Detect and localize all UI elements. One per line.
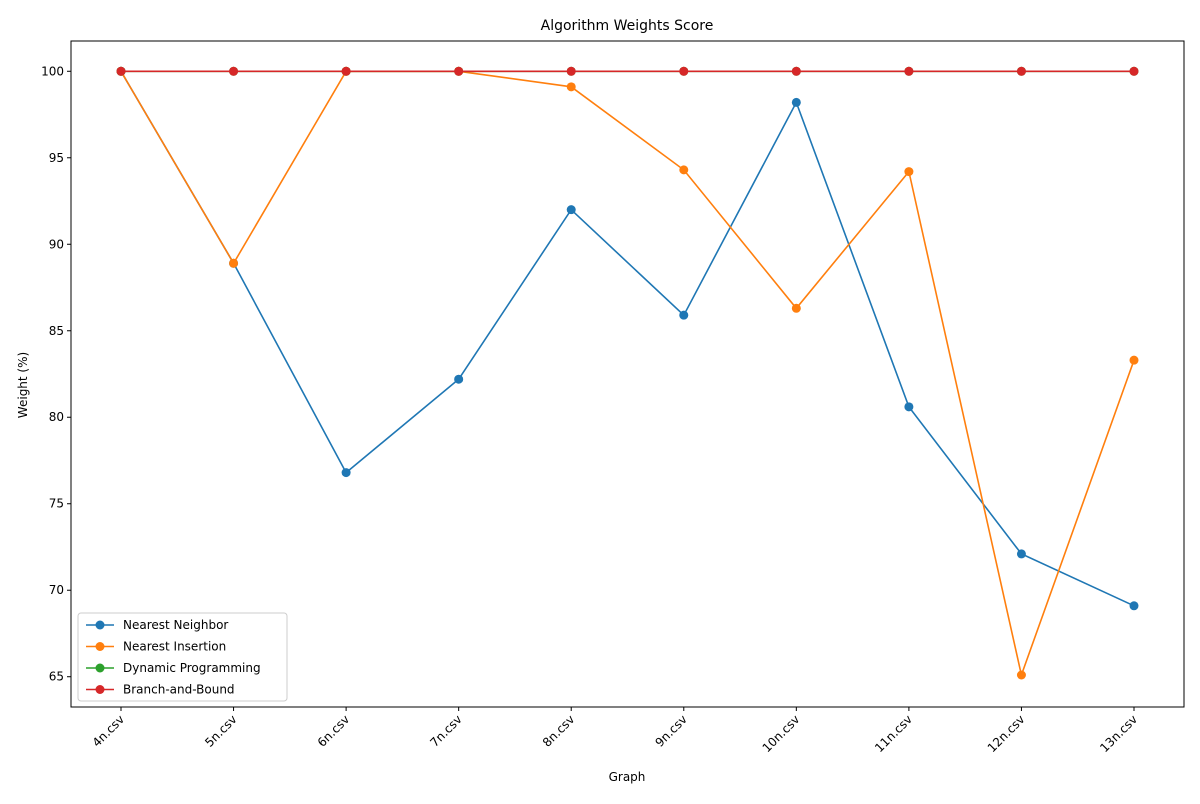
legend-label: Branch-and-Bound [123,683,235,697]
legend-box [77,612,288,702]
x-tick-label: 13n.csv [1097,712,1140,755]
plot-frame [70,40,1185,708]
y-tick-label: 80 [49,410,64,424]
data-point [679,66,689,76]
legend-label: Dynamic Programming [123,661,261,675]
legend-label: Nearest Neighbor [123,618,228,632]
data-point [1016,549,1026,559]
chart-title: Algorithm Weights Score [541,18,714,34]
x-axis-label: Graph [609,770,646,784]
legend-marker [95,663,105,673]
series-line [120,70,1135,678]
y-axis-label: Weight (%) [16,352,30,418]
x-tick-label: 5n.csv [202,712,239,749]
data-point [566,82,576,92]
data-point [116,66,126,76]
data-point [904,66,914,76]
legend-item: Nearest Neighbor [86,618,228,632]
x-tick-label: 8n.csv [540,712,577,749]
data-point [904,167,914,177]
data-point [341,468,351,478]
data-point [454,66,464,76]
legend-marker [95,620,105,630]
legend-item: Branch-and-Bound [86,683,235,697]
data-point [1016,66,1026,76]
y-tick-label: 65 [49,670,64,684]
series-line [120,70,1135,607]
legend-label: Nearest Insertion [123,640,226,654]
data-point [679,310,689,320]
data-point [229,66,239,76]
x-tick-label: 12n.csv [985,712,1028,755]
x-tick-label: 9n.csv [652,712,689,749]
data-point [341,66,351,76]
series-nearest-neighbor [116,66,1139,611]
legend-item: Nearest Insertion [86,640,226,654]
legend-marker [95,685,105,694]
legend-marker [95,642,105,651]
data-point [566,205,576,215]
data-point [566,66,576,76]
data-point [679,165,689,175]
data-point [791,97,801,107]
data-point [1016,670,1026,680]
x-tick-label: 10n.csv [760,712,803,755]
legend-item: Dynamic Programming [86,661,261,675]
series-nearest-insertion [116,66,1139,680]
x-tick-label: 6n.csv [315,712,352,749]
data-point [1129,355,1139,365]
x-tick-label: 4n.csv [90,712,127,749]
x-tick-label: 11n.csv [872,712,915,755]
y-tick-label: 70 [49,583,64,597]
x-tick-label: 7n.csv [427,712,464,749]
y-tick-label: 95 [49,151,64,165]
y-tick-label: 85 [49,324,64,338]
data-point [1129,601,1139,611]
data-point [904,402,914,412]
data-point [229,258,239,268]
data-point [791,303,801,313]
data-point [791,66,801,76]
y-tick-label: 100 [41,64,64,78]
series-layer [116,66,1139,680]
data-point [1129,66,1139,76]
legend: Nearest Neighbor Nearest Insertion Dynamic… [77,612,288,702]
y-tick-label: 90 [49,237,64,251]
series-branch-and-bound [116,66,1139,76]
data-point [454,374,464,384]
y-tick-label: 75 [49,497,64,511]
